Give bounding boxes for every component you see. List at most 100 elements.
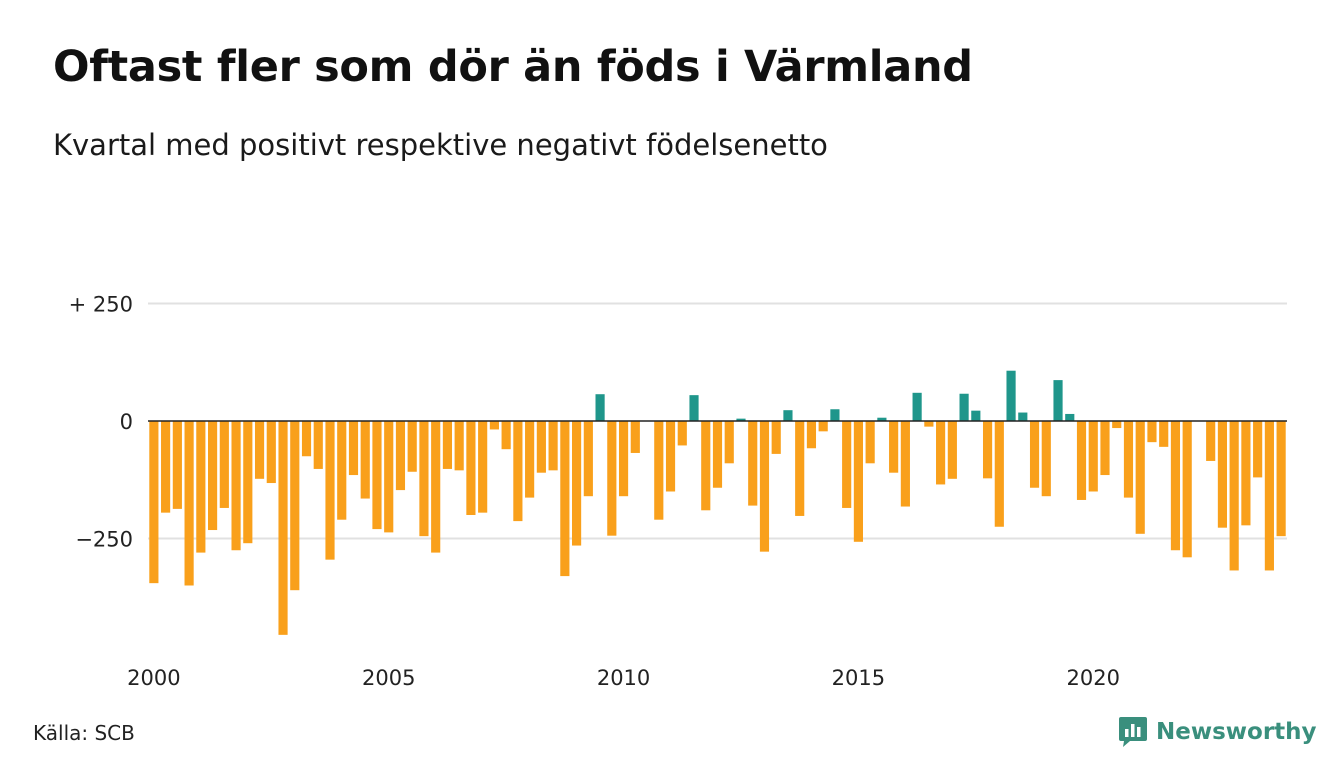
bar-negative xyxy=(454,421,464,471)
bar-negative xyxy=(1206,421,1216,461)
bar-negative xyxy=(548,421,558,471)
bar-negative xyxy=(1229,421,1239,571)
bar-negative xyxy=(1088,421,1098,492)
source-note: Källa: SCB xyxy=(33,721,135,745)
bar-negative xyxy=(654,421,664,520)
bar-negative xyxy=(1041,421,1051,497)
bar-negative xyxy=(618,421,629,497)
y-tick-label: + 250 xyxy=(69,293,133,317)
bar-negative xyxy=(712,421,723,488)
bar-negative xyxy=(936,421,946,485)
chart-subtitle: Kvartal med positivt respektive negativt… xyxy=(53,128,828,162)
bars xyxy=(149,370,1286,635)
bar-negative xyxy=(842,421,852,508)
bar-negative xyxy=(1135,421,1145,534)
x-axis-labels: 2000 2005 2010 2015 2020 xyxy=(127,666,1120,690)
bar-negative xyxy=(853,421,863,542)
y-axis-labels: + 250 0 −250 xyxy=(69,293,133,552)
bar-negative xyxy=(196,421,206,553)
bar-negative xyxy=(630,421,640,453)
bar-negative xyxy=(525,421,535,498)
bar-negative xyxy=(313,421,323,469)
bar-negative xyxy=(161,421,171,513)
bar-negative xyxy=(1241,421,1251,526)
bar-negative xyxy=(1076,421,1087,500)
bar-negative xyxy=(1029,421,1040,488)
bar-negative xyxy=(1182,421,1192,558)
bar-negative xyxy=(478,421,488,513)
bar-positive xyxy=(877,417,887,421)
bar-positive xyxy=(689,395,699,421)
bar-negative xyxy=(1100,421,1110,476)
bar-negative xyxy=(325,421,335,560)
bar-negative xyxy=(771,421,781,454)
bar-negative xyxy=(583,421,593,497)
bar-negative xyxy=(759,421,770,552)
bar-negative xyxy=(337,421,347,520)
bar-negative xyxy=(431,421,441,553)
bar-negative xyxy=(278,421,288,635)
bar-negative xyxy=(1170,421,1181,551)
bar-negative xyxy=(372,421,382,530)
bar-negative xyxy=(1112,421,1122,429)
bar-negative xyxy=(442,421,453,469)
bar-positive xyxy=(830,409,840,421)
bar-negative xyxy=(266,421,276,484)
bar-negative xyxy=(572,421,582,546)
y-tick-label: 0 xyxy=(120,410,133,434)
bar-negative xyxy=(1159,421,1169,447)
bar-positive xyxy=(595,394,605,421)
bar-negative xyxy=(501,421,511,450)
bar-negative xyxy=(806,421,817,449)
bar-negative xyxy=(395,421,406,491)
bar-positive xyxy=(971,410,981,421)
bar-negative xyxy=(254,421,265,479)
bar-negative xyxy=(384,421,394,533)
bar-positive xyxy=(1065,413,1075,421)
bar-positive xyxy=(1018,412,1028,421)
bar-negative xyxy=(172,421,182,509)
x-tick-label: 2020 xyxy=(1067,666,1120,690)
bar-negative xyxy=(865,421,875,464)
gridlines xyxy=(148,302,1287,540)
bar-negative xyxy=(924,421,934,427)
bar-negative xyxy=(231,421,241,551)
bar-negative xyxy=(1147,421,1157,443)
bar-negative xyxy=(1253,421,1263,478)
newsworthy-logo-icon xyxy=(1119,717,1147,747)
bar-negative xyxy=(348,421,359,476)
bar-negative xyxy=(1123,421,1134,498)
bar-negative xyxy=(489,421,499,430)
bar-positive xyxy=(1006,370,1016,421)
bar-negative xyxy=(724,421,734,464)
bar-negative xyxy=(982,421,993,479)
bar-positive xyxy=(736,418,746,421)
bar-negative xyxy=(1276,421,1286,537)
bar-negative xyxy=(947,421,957,479)
bar-negative xyxy=(677,421,687,446)
bar-negative xyxy=(536,421,546,473)
bar-negative xyxy=(701,421,711,511)
bar-negative xyxy=(818,421,828,432)
bar-negative xyxy=(665,421,676,492)
bar-positive xyxy=(959,393,969,421)
chart-title: Oftast fler som dör än föds i Värmland xyxy=(53,42,973,92)
bar-negative xyxy=(290,421,300,591)
x-tick-label: 2000 xyxy=(127,666,180,690)
brand-name: Newsworthy xyxy=(1156,719,1317,745)
bar-negative xyxy=(466,421,476,515)
bar-negative xyxy=(219,421,229,508)
brand-logo: Newsworthy xyxy=(1118,714,1317,750)
bar-negative xyxy=(1264,421,1274,571)
bar-negative xyxy=(513,421,523,522)
bar-negative xyxy=(243,421,253,544)
x-tick-label: 2015 xyxy=(832,666,885,690)
bar-negative xyxy=(889,421,899,473)
bar-negative xyxy=(607,421,617,536)
bar-negative xyxy=(748,421,758,506)
bar-negative xyxy=(360,421,370,499)
bar-negative xyxy=(419,421,429,537)
bar-negative xyxy=(900,421,910,507)
bar-negative xyxy=(407,421,417,472)
bar-negative xyxy=(208,421,218,531)
